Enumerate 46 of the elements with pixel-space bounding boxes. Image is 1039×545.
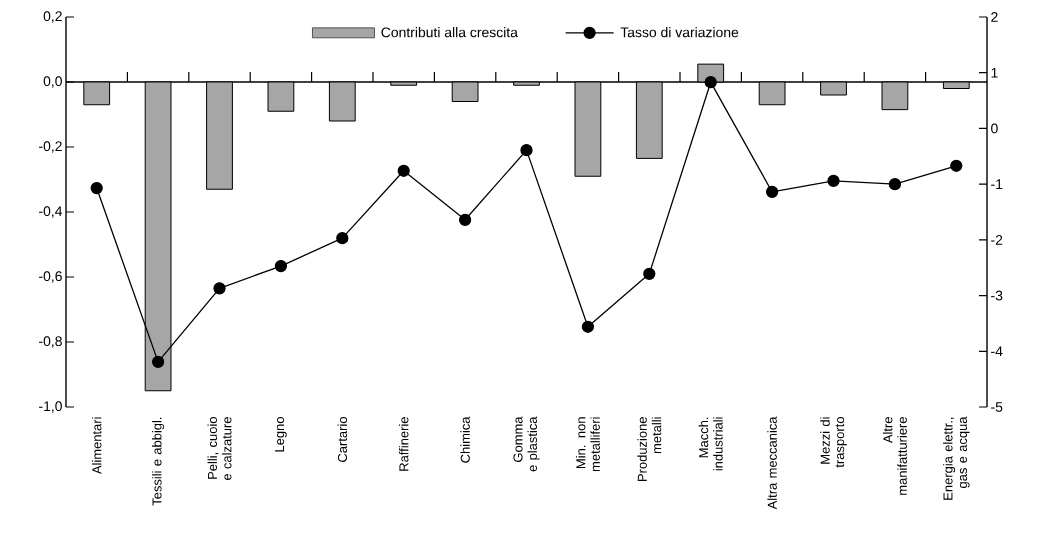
x-tick-label: Mezzi di trasporto	[820, 417, 847, 468]
x-tick-label: Produzione metalli	[637, 417, 662, 481]
x-tick-label: Legno	[275, 417, 287, 452]
y2-tick-label: 2	[991, 12, 998, 22]
y2-tick-label: -1	[991, 179, 1003, 189]
point	[151, 355, 165, 368]
y2-tick-label: 1	[991, 67, 998, 78]
y2-tick-label: -2	[991, 234, 1003, 245]
x-tick-label: Tessili e abbigl.	[152, 417, 165, 506]
y2-tick-label: -4	[991, 346, 1003, 357]
y-tick-label: -0,2	[39, 141, 62, 153]
legend-label: Contributi alla crescita	[381, 27, 518, 38]
y-tick-label: -1,0	[39, 401, 62, 413]
point	[704, 76, 717, 89]
y-tick-label: -0,8	[39, 336, 62, 348]
x-tick-label: Chimica	[460, 416, 470, 463]
x-tick-label: Raffinerie	[398, 417, 409, 471]
x-tick-label: Min. non metalliferi	[575, 417, 600, 472]
point	[336, 232, 349, 245]
point	[765, 185, 779, 199]
point	[581, 320, 595, 333]
point	[827, 174, 840, 187]
point	[643, 267, 656, 280]
y2-tick-label: -3	[991, 290, 1003, 301]
x-tick-label: Pelli, cuoio e calzature	[207, 417, 232, 481]
point	[397, 164, 410, 177]
point	[458, 213, 472, 226]
y2-tick-label: 0	[991, 123, 998, 134]
point	[520, 144, 533, 157]
x-tick-label: Cartario	[337, 417, 348, 462]
legend-label: Tasso di variazione	[620, 27, 739, 38]
x-tick-label: Altra meccanica	[767, 416, 777, 510]
y-tick-label: 0,2	[43, 11, 62, 23]
point	[213, 282, 226, 295]
point	[90, 181, 103, 195]
x-tick-label: Gomma e plastica	[513, 416, 540, 472]
x-tick-label: Altre manifatturiere	[882, 417, 907, 495]
y2-tick-label: -5	[991, 402, 1003, 412]
y-tick-label: -0,4	[39, 206, 63, 218]
x-tick-label: Alimentari	[91, 417, 102, 475]
y-tick-label: -0,6	[39, 271, 62, 283]
point	[950, 159, 963, 172]
y-tick-label: 0,0	[43, 76, 62, 88]
point	[274, 259, 288, 273]
x-tick-label: Energia elettr., gas e acqua	[943, 416, 970, 500]
point	[888, 178, 902, 191]
